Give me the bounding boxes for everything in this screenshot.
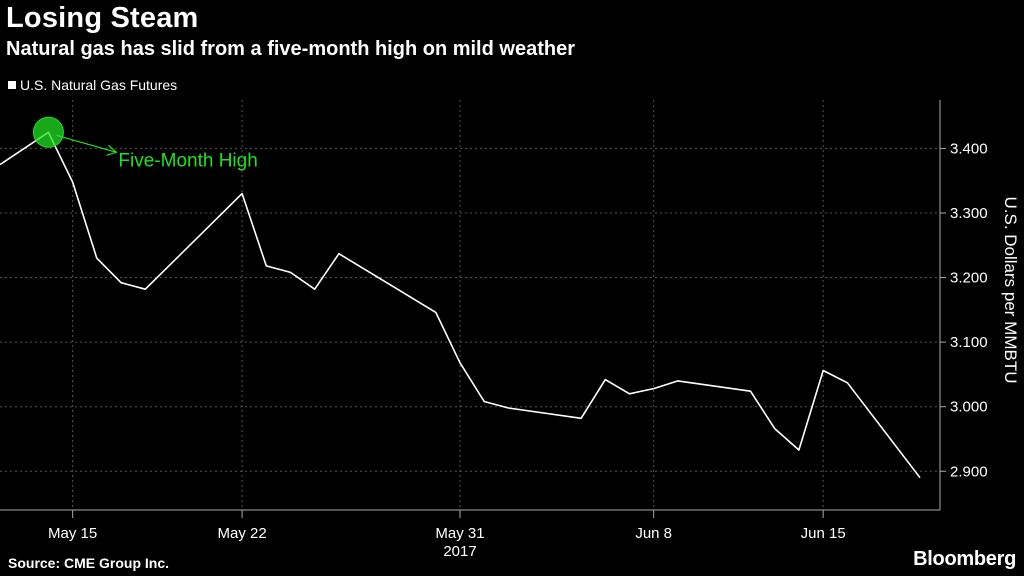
x-tick-label: May 22 — [218, 525, 267, 542]
legend-label: U.S. Natural Gas Futures — [20, 77, 178, 93]
y-tick-label: 3.000 — [950, 399, 988, 416]
x-tick-sublabel: 2017 — [443, 543, 476, 560]
y-tick-label: 3.100 — [950, 334, 988, 351]
source-note: Source: CME Group Inc. — [8, 555, 170, 571]
annotation-arrowhead — [106, 144, 118, 156]
annotation-label: Five-Month High — [118, 150, 257, 171]
legend-swatch — [8, 81, 16, 89]
brand-logo: Bloomberg — [913, 548, 1016, 570]
y-tick-label: 3.200 — [950, 270, 988, 287]
chart-subtitle: Natural gas has slid from a five-month h… — [6, 38, 575, 60]
x-tick-label: May 15 — [48, 525, 97, 542]
y-tick-label: 2.900 — [950, 463, 988, 480]
series-line — [0, 131, 921, 479]
x-tick-label: Jun 15 — [801, 525, 846, 542]
y-tick-label: 3.400 — [950, 140, 988, 157]
x-tick-label: May 31 — [435, 525, 484, 542]
chart-title: Losing Steam — [6, 2, 199, 34]
annotation-marker — [32, 116, 64, 148]
legend: U.S. Natural Gas Futures — [8, 77, 177, 93]
y-axis-title: U.S. Dollars per MMBTU — [1001, 196, 1020, 383]
y-tick-label: 3.300 — [950, 205, 988, 222]
annotation-arrow — [56, 134, 117, 153]
x-tick-label: Jun 8 — [635, 525, 672, 542]
